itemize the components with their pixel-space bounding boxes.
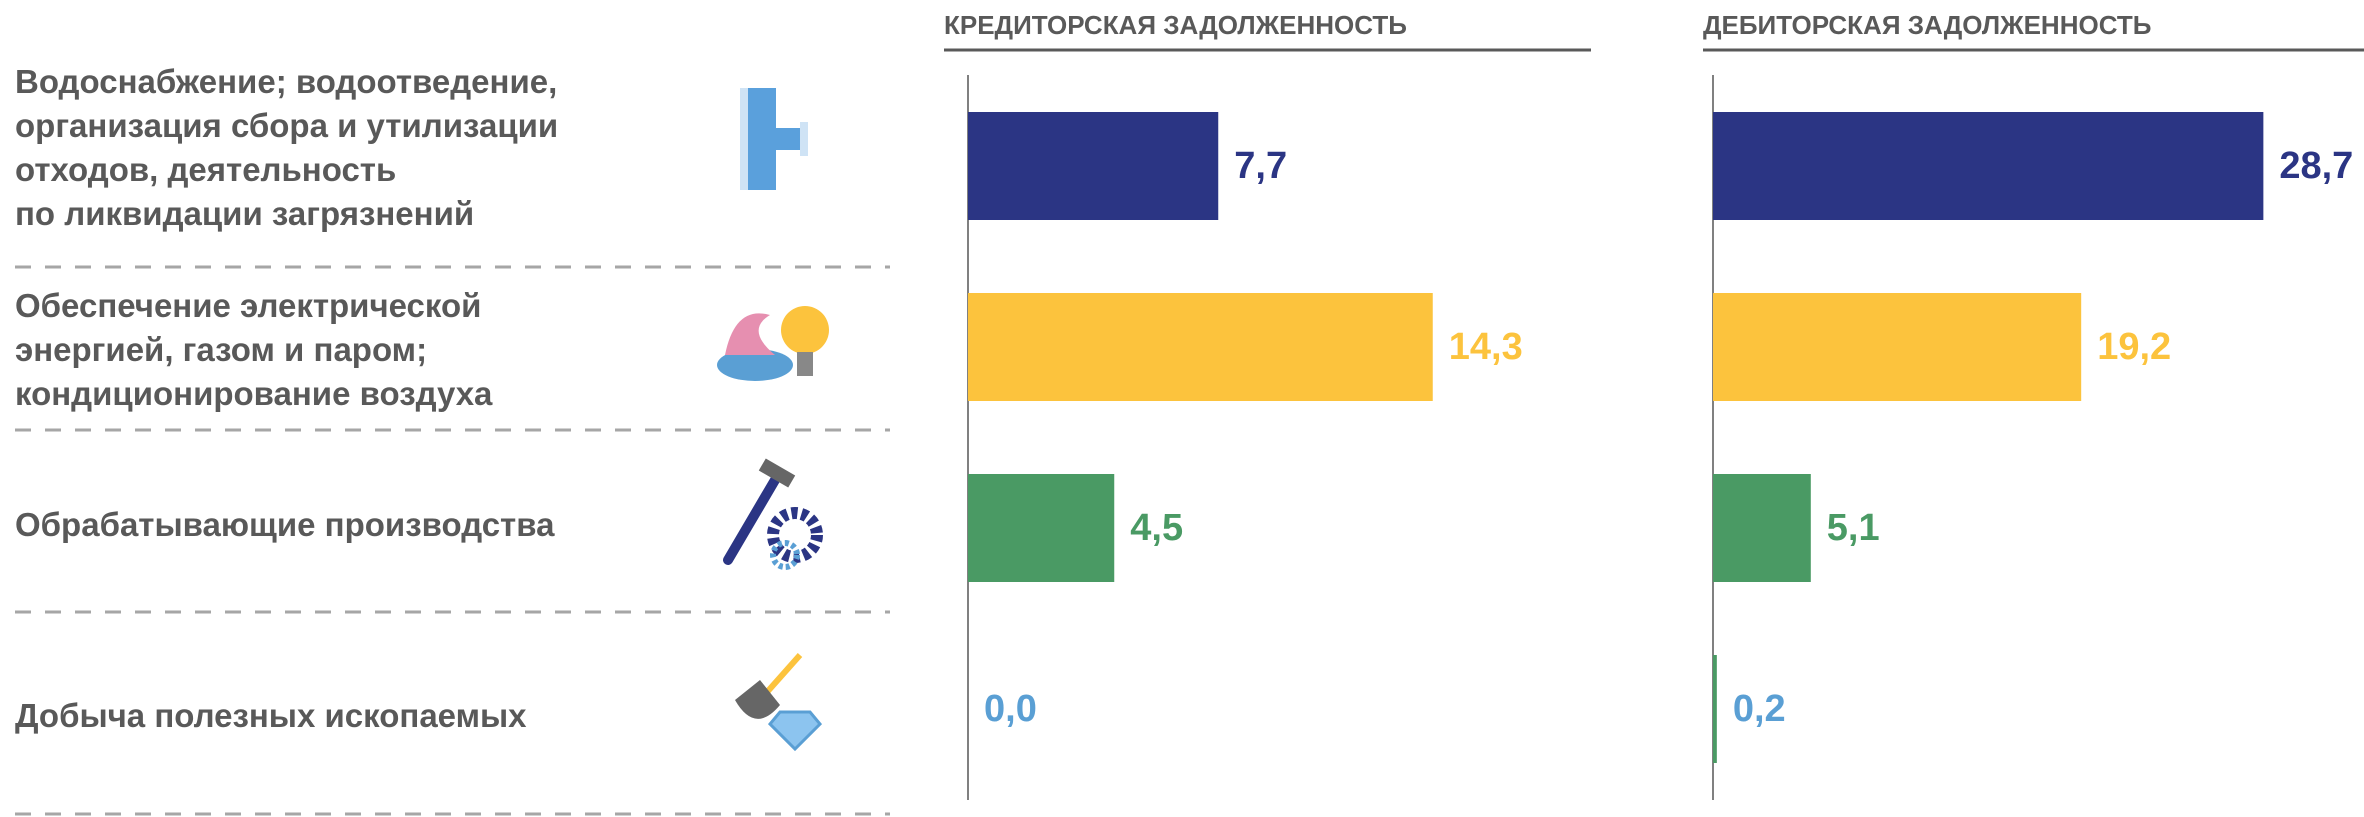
value-label: 14,3 bbox=[1449, 326, 1523, 368]
bar bbox=[1713, 474, 1811, 582]
icon-mining bbox=[735, 653, 823, 752]
icon-energy bbox=[717, 306, 829, 381]
category-label: Обрабатывающие производства bbox=[15, 506, 555, 543]
category-label: Обеспечение электрической энергией, газо… bbox=[15, 287, 493, 412]
value-label: 4,5 bbox=[1130, 507, 1183, 549]
bar bbox=[1713, 655, 1717, 763]
bar bbox=[968, 293, 1433, 401]
bar bbox=[1713, 112, 2264, 220]
value-label: 0,2 bbox=[1733, 688, 1786, 730]
value-label: 5,1 bbox=[1827, 507, 1880, 549]
icon-water bbox=[740, 88, 808, 190]
dividers bbox=[15, 265, 890, 816]
chart-title: ДЕБИТОРСКАЯ ЗАДОЛЖЕННОСТЬ bbox=[1703, 10, 2151, 40]
value-label: 7,7 bbox=[1234, 145, 1287, 187]
value-label: 0,0 bbox=[984, 688, 1037, 730]
bar bbox=[968, 474, 1115, 582]
category-label: Добыча полезных ископаемых bbox=[15, 697, 527, 734]
value-label: 19,2 bbox=[2097, 326, 2171, 368]
icon-manufacturing bbox=[723, 458, 823, 570]
category-label: Водоснабжение; водоотведение, организаци… bbox=[15, 63, 559, 232]
value-label: 28,7 bbox=[2279, 145, 2353, 187]
chart-title: КРЕДИТОРСКАЯ ЗАДОЛЖЕННОСТЬ bbox=[944, 10, 1407, 40]
bar bbox=[1713, 293, 2082, 401]
bar bbox=[968, 112, 1219, 220]
